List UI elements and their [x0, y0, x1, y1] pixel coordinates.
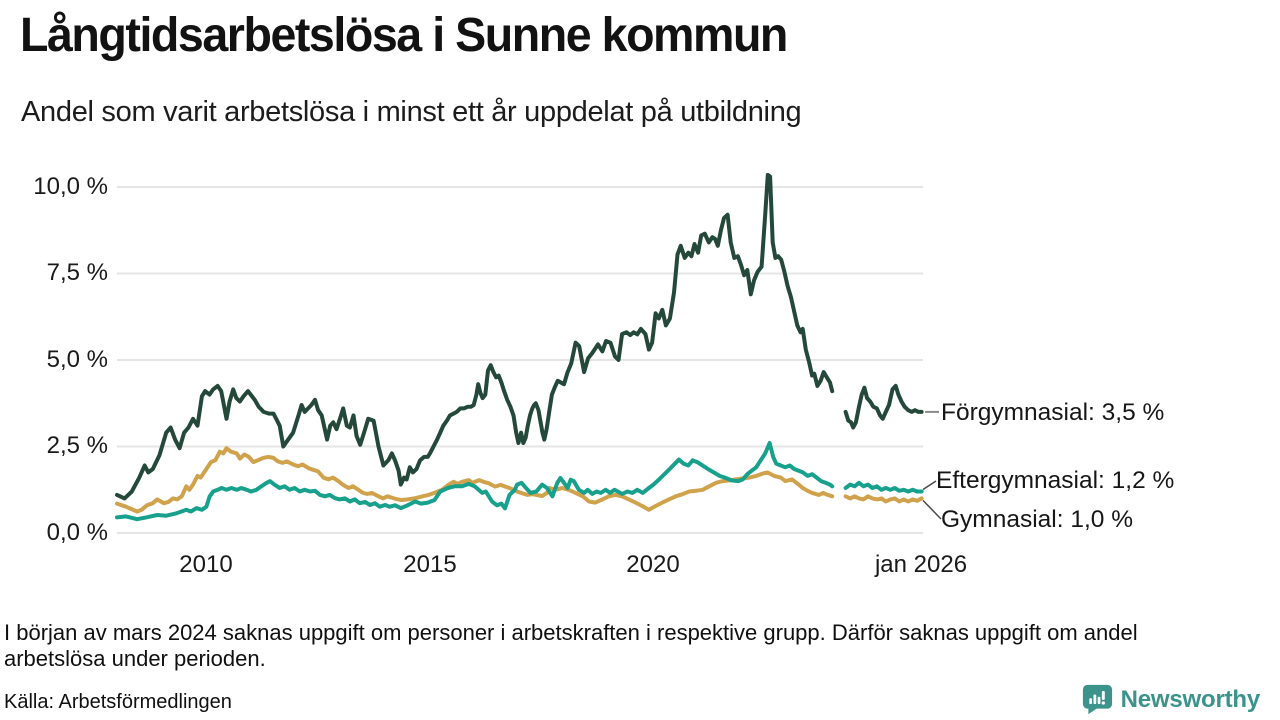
series-label-eftergymnasial: Eftergymnasial: 1,2 %	[936, 467, 1175, 494]
newsworthy-wordmark: Newsworthy	[1120, 685, 1261, 713]
footnote: I början av mars 2024 saknas uppgift om …	[4, 620, 1138, 671]
newsworthy-brand: Newsworthy	[1082, 684, 1260, 715]
series-label-gymnasial: Gymnasial: 1,0 %	[941, 506, 1133, 533]
series-line-förgymnasial	[115, 172, 835, 501]
y-tick-label: 10,0 %	[33, 173, 108, 200]
y-tick-label: 0,0 %	[46, 519, 108, 546]
x-tick-label: 2010	[179, 551, 233, 578]
series-line-förgymnasial	[843, 383, 924, 430]
series-line-gymnasial	[115, 446, 835, 514]
series-label-forgymnasial: Förgymnasial: 3,5 %	[941, 399, 1165, 426]
newsworthy-logo-icon	[1082, 684, 1112, 715]
page-title: Långtidsarbetslösa i Sunne kommun	[20, 9, 788, 62]
x-tick-label: 2015	[403, 551, 457, 578]
x-tick-label: jan 2026	[874, 551, 968, 578]
y-tick-label: 5,0 %	[46, 346, 108, 373]
x-tick-label: 2020	[626, 551, 680, 578]
series-line-gymnasial	[843, 494, 924, 504]
y-tick-label: 2,5 %	[46, 432, 108, 459]
page-subtitle: Andel som varit arbetslösa i minst ett å…	[21, 96, 802, 128]
source-attribution: Källa: Arbetsförmedlingen	[4, 691, 232, 713]
series-line-eftergymnasial	[115, 441, 835, 522]
series-line-eftergymnasial	[843, 480, 924, 494]
connector-gymnasial	[922, 499, 942, 520]
connector-eftergymnasial	[922, 480, 937, 491]
y-tick-label: 7,5 %	[46, 259, 108, 286]
